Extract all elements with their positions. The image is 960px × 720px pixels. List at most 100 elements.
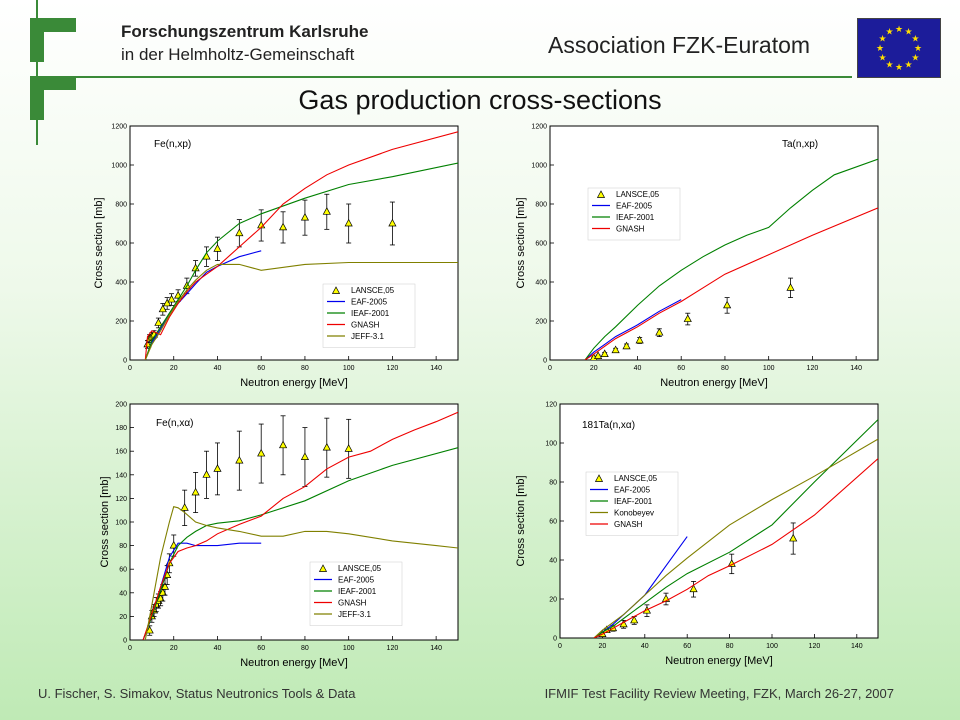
legend-entry: Konobeyev bbox=[614, 509, 654, 518]
x-tick-label: 80 bbox=[721, 365, 729, 372]
x-tick-label: 40 bbox=[634, 365, 642, 372]
x-tick-label: 100 bbox=[343, 645, 355, 652]
legend-entry: IEAF-2001 bbox=[338, 587, 377, 596]
legend-entry: IEAF-2001 bbox=[616, 213, 655, 222]
data-point bbox=[611, 345, 620, 354]
brand-logo-thin-line bbox=[36, 0, 38, 145]
x-tick-label: 20 bbox=[170, 365, 178, 372]
legend-entry: LANSCE,05 bbox=[614, 474, 658, 483]
header-divider bbox=[42, 76, 852, 78]
data-point bbox=[322, 207, 331, 215]
eu-star: ★ bbox=[876, 43, 884, 53]
y-tick-label: 600 bbox=[535, 241, 547, 248]
x-tick-label: 140 bbox=[850, 365, 862, 372]
x-tick-label: 60 bbox=[683, 643, 691, 650]
y-tick-label: 100 bbox=[545, 441, 557, 448]
chart-fe-n-xalpha: 0 20 40 60 80 100 120 140 0 20 40 60 80 100 120 140 160 1… bbox=[99, 402, 459, 669]
chart-ta181-n-xalpha: 0 20 40 60 80 100 120 140 0 20 40 60 80 100 120 Neutron… bbox=[515, 402, 879, 667]
series-line-gnash bbox=[142, 411, 458, 640]
footer-meeting: IFMIF Test Facility Review Meeting, FZK,… bbox=[544, 686, 894, 701]
x-tick-label: 0 bbox=[558, 643, 562, 650]
data-point bbox=[300, 452, 310, 460]
legend-marker bbox=[331, 286, 341, 294]
data-point bbox=[300, 212, 310, 221]
x-tick-label: 100 bbox=[766, 643, 778, 650]
legend-entry: GNASH bbox=[614, 520, 643, 529]
eu-star: ★ bbox=[904, 27, 912, 37]
x-tick-label: 80 bbox=[301, 365, 309, 372]
y-tick-label: 0 bbox=[123, 358, 127, 365]
y-tick-label: 100 bbox=[115, 520, 127, 527]
data-point bbox=[213, 464, 222, 472]
data-point bbox=[344, 218, 353, 227]
data-point bbox=[235, 228, 244, 237]
legend-box bbox=[309, 561, 403, 626]
y-tick-label: 60 bbox=[549, 519, 557, 526]
x-tick-label: 100 bbox=[343, 365, 355, 372]
x-tick-label: 40 bbox=[214, 645, 222, 652]
data-point bbox=[154, 318, 163, 326]
eu-star: ★ bbox=[911, 53, 919, 63]
y-tick-label: 800 bbox=[535, 202, 547, 209]
reaction-annotation: 181Ta(n,xα) bbox=[582, 420, 635, 431]
footer-authors: U. Fischer, S. Simakov, Status Neutronic… bbox=[38, 686, 356, 701]
x-tick-label: 60 bbox=[257, 645, 265, 652]
legend-box bbox=[585, 471, 679, 536]
x-tick-label: 140 bbox=[430, 365, 442, 372]
x-tick-label: 80 bbox=[301, 645, 309, 652]
y-tick-label: 20 bbox=[549, 597, 557, 604]
y-axis-label: Cross section [mb] bbox=[93, 197, 105, 288]
y-tick-label: 60 bbox=[119, 567, 127, 574]
x-tick-label: 120 bbox=[807, 365, 819, 372]
series-line-ieaf-2001 bbox=[144, 162, 458, 360]
series-line-gnash bbox=[593, 458, 878, 638]
reaction-annotation: Fe(n,xα) bbox=[156, 418, 193, 429]
legend-entry: GNASH bbox=[338, 599, 367, 608]
data-point bbox=[600, 349, 609, 357]
y-tick-label: 400 bbox=[115, 280, 127, 287]
data-point bbox=[163, 298, 172, 307]
association-label: Association FZK-Euratom bbox=[548, 32, 811, 58]
legend-entry: EAF-2005 bbox=[338, 576, 375, 585]
reaction-annotation: Ta(n,xp) bbox=[782, 139, 818, 150]
data-point bbox=[257, 448, 266, 457]
data-point bbox=[322, 442, 331, 451]
legend-marker bbox=[318, 564, 328, 572]
chart-fe-n-xp: 0 20 40 60 80 100 120 140 0 200 400 600 800 1000 1200 N… bbox=[93, 124, 459, 389]
data-point bbox=[727, 559, 736, 567]
data-point bbox=[786, 283, 795, 291]
y-tick-label: 120 bbox=[545, 402, 557, 409]
eu-star: ★ bbox=[904, 59, 912, 69]
data-point bbox=[278, 440, 288, 449]
x-axis-label: Neutron energy [MeV] bbox=[665, 655, 773, 667]
x-tick-label: 0 bbox=[548, 365, 552, 372]
series-line-eaf-2005 bbox=[584, 299, 682, 360]
y-tick-label: 40 bbox=[549, 558, 557, 565]
data-point bbox=[158, 304, 167, 313]
x-tick-label: 20 bbox=[599, 643, 607, 650]
y-tick-label: 120 bbox=[115, 496, 127, 503]
institution-name: Forschungszentrum Karlsruhe bbox=[121, 22, 369, 41]
legend-entry: LANSCE,05 bbox=[338, 564, 382, 573]
x-tick-label: 140 bbox=[430, 645, 442, 652]
x-tick-label: 40 bbox=[214, 365, 222, 372]
y-tick-label: 200 bbox=[115, 319, 127, 326]
x-tick-label: 120 bbox=[387, 645, 399, 652]
series-line-gnash bbox=[144, 131, 458, 360]
data-point bbox=[213, 244, 222, 252]
x-tick-label: 140 bbox=[851, 643, 863, 650]
data-point bbox=[160, 582, 170, 590]
data-point bbox=[683, 314, 692, 322]
reaction-annotation: Fe(n,xp) bbox=[154, 139, 191, 150]
x-tick-label: 120 bbox=[387, 365, 399, 372]
data-point bbox=[594, 351, 603, 359]
data-point bbox=[689, 584, 698, 593]
legend-entry: IEAF-2001 bbox=[614, 497, 653, 506]
data-point bbox=[655, 327, 664, 336]
data-point bbox=[635, 335, 644, 344]
x-tick-label: 80 bbox=[726, 643, 734, 650]
data-point bbox=[723, 300, 732, 309]
legend-entry: JEFF-3.1 bbox=[338, 610, 371, 619]
y-tick-label: 160 bbox=[115, 449, 127, 456]
chart-ta-n-xp: 0 20 40 60 80 100 120 140 0 200 400 600 800 1000 1200 N… bbox=[515, 124, 879, 389]
